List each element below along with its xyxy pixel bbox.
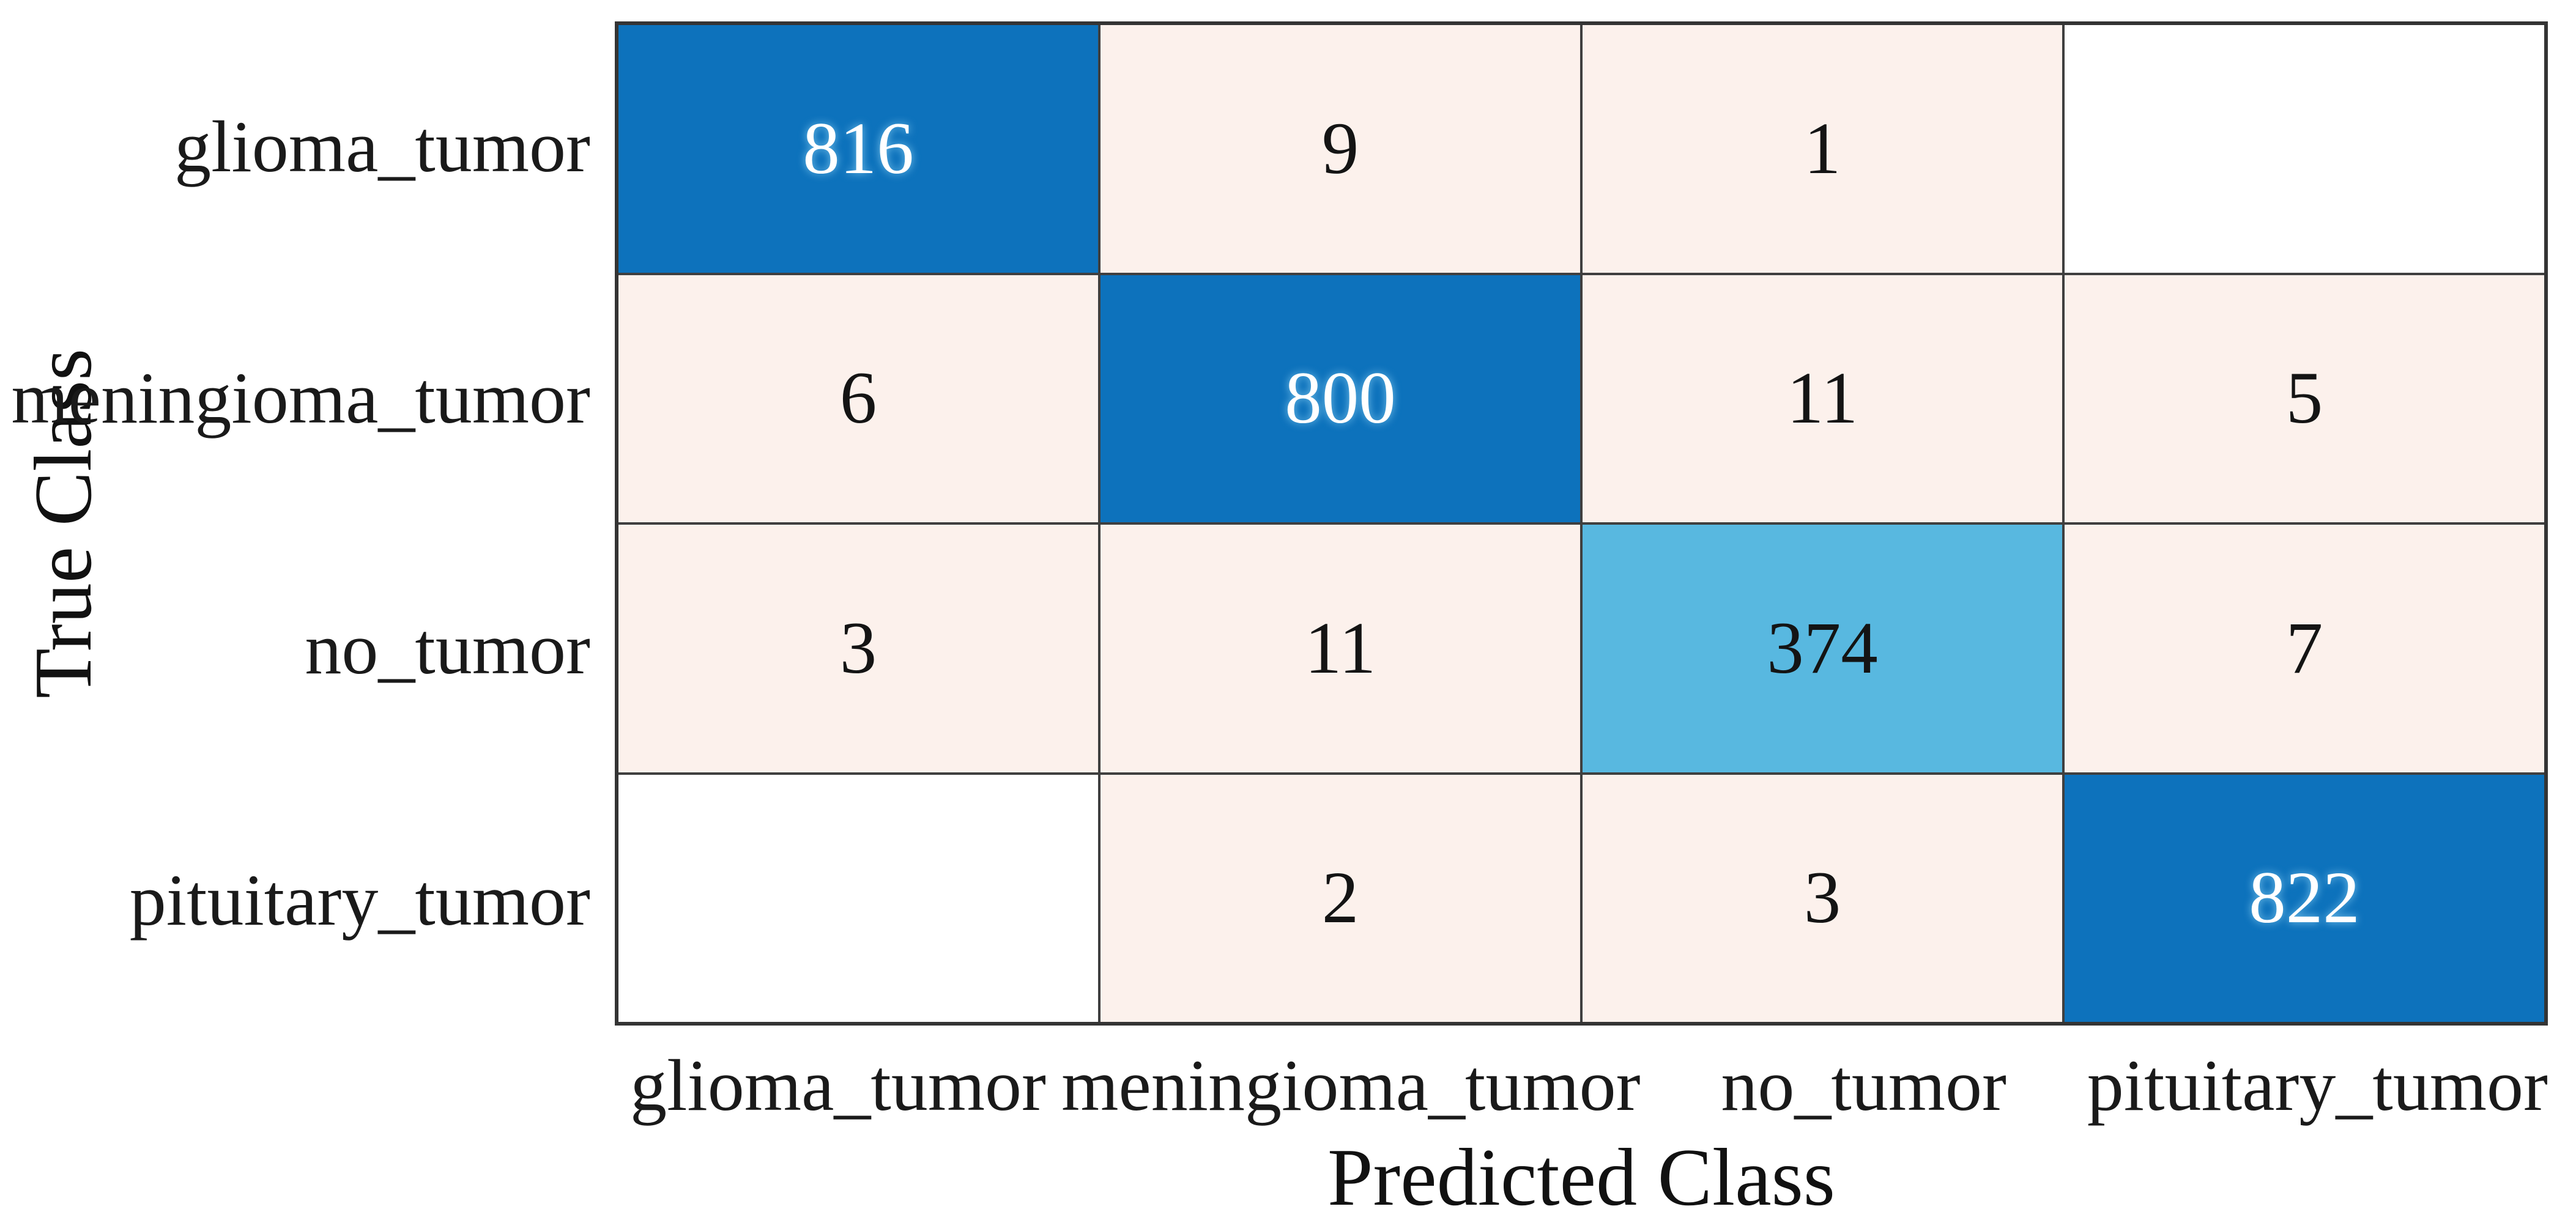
heatmap-cell-r0c0: 816 — [618, 25, 1098, 273]
y-tick-label: pituitary_tumor — [129, 859, 590, 941]
heatmap-cell-r3c2: 3 — [1583, 774, 2062, 1022]
heatmap-cell-r0c1: 9 — [1101, 25, 1580, 273]
y-tick-label: meningioma_tumor — [11, 357, 590, 438]
heatmap-cell-r1c3: 5 — [2065, 275, 2544, 522]
heatmap-cell-r1c1: 800 — [1101, 275, 1580, 522]
heatmap-grid: 816 9 1 6 800 11 5 3 11 374 7 2 3 822 — [615, 21, 2548, 1026]
heatmap-cell-r3c1: 2 — [1101, 774, 1580, 1022]
heatmap-cell-r0c3 — [2065, 25, 2544, 273]
x-axis-title: Predicted Class — [1327, 1132, 1835, 1209]
x-axis-tick-labels: glioma_tumor meningioma_tumor no_tumor pitu… — [615, 1040, 2548, 1131]
heatmap-cell-r0c2: 1 — [1583, 25, 2062, 273]
heatmap-cell-r2c0: 3 — [618, 525, 1098, 772]
heatmap-cell-r3c0 — [618, 774, 1098, 1022]
y-tick-label: no_tumor — [305, 608, 590, 690]
x-tick-label: glioma_tumor — [630, 1044, 1047, 1126]
heatmap-cell-r2c1: 11 — [1101, 525, 1580, 772]
y-tick-label: glioma_tumor — [174, 106, 590, 188]
heatmap-cell-r2c3: 7 — [2065, 525, 2544, 772]
heatmap-cell-r2c2: 374 — [1583, 525, 2062, 772]
x-tick-label: meningioma_tumor — [1061, 1044, 1641, 1126]
heatmap-cell-r1c0: 6 — [618, 275, 1098, 522]
heatmap-cell-r3c3: 822 — [2065, 774, 2544, 1022]
x-tick-label: no_tumor — [1721, 1044, 2007, 1126]
x-tick-label: pituitary_tumor — [2087, 1044, 2548, 1126]
heatmap-cell-r1c2: 11 — [1583, 275, 2062, 522]
